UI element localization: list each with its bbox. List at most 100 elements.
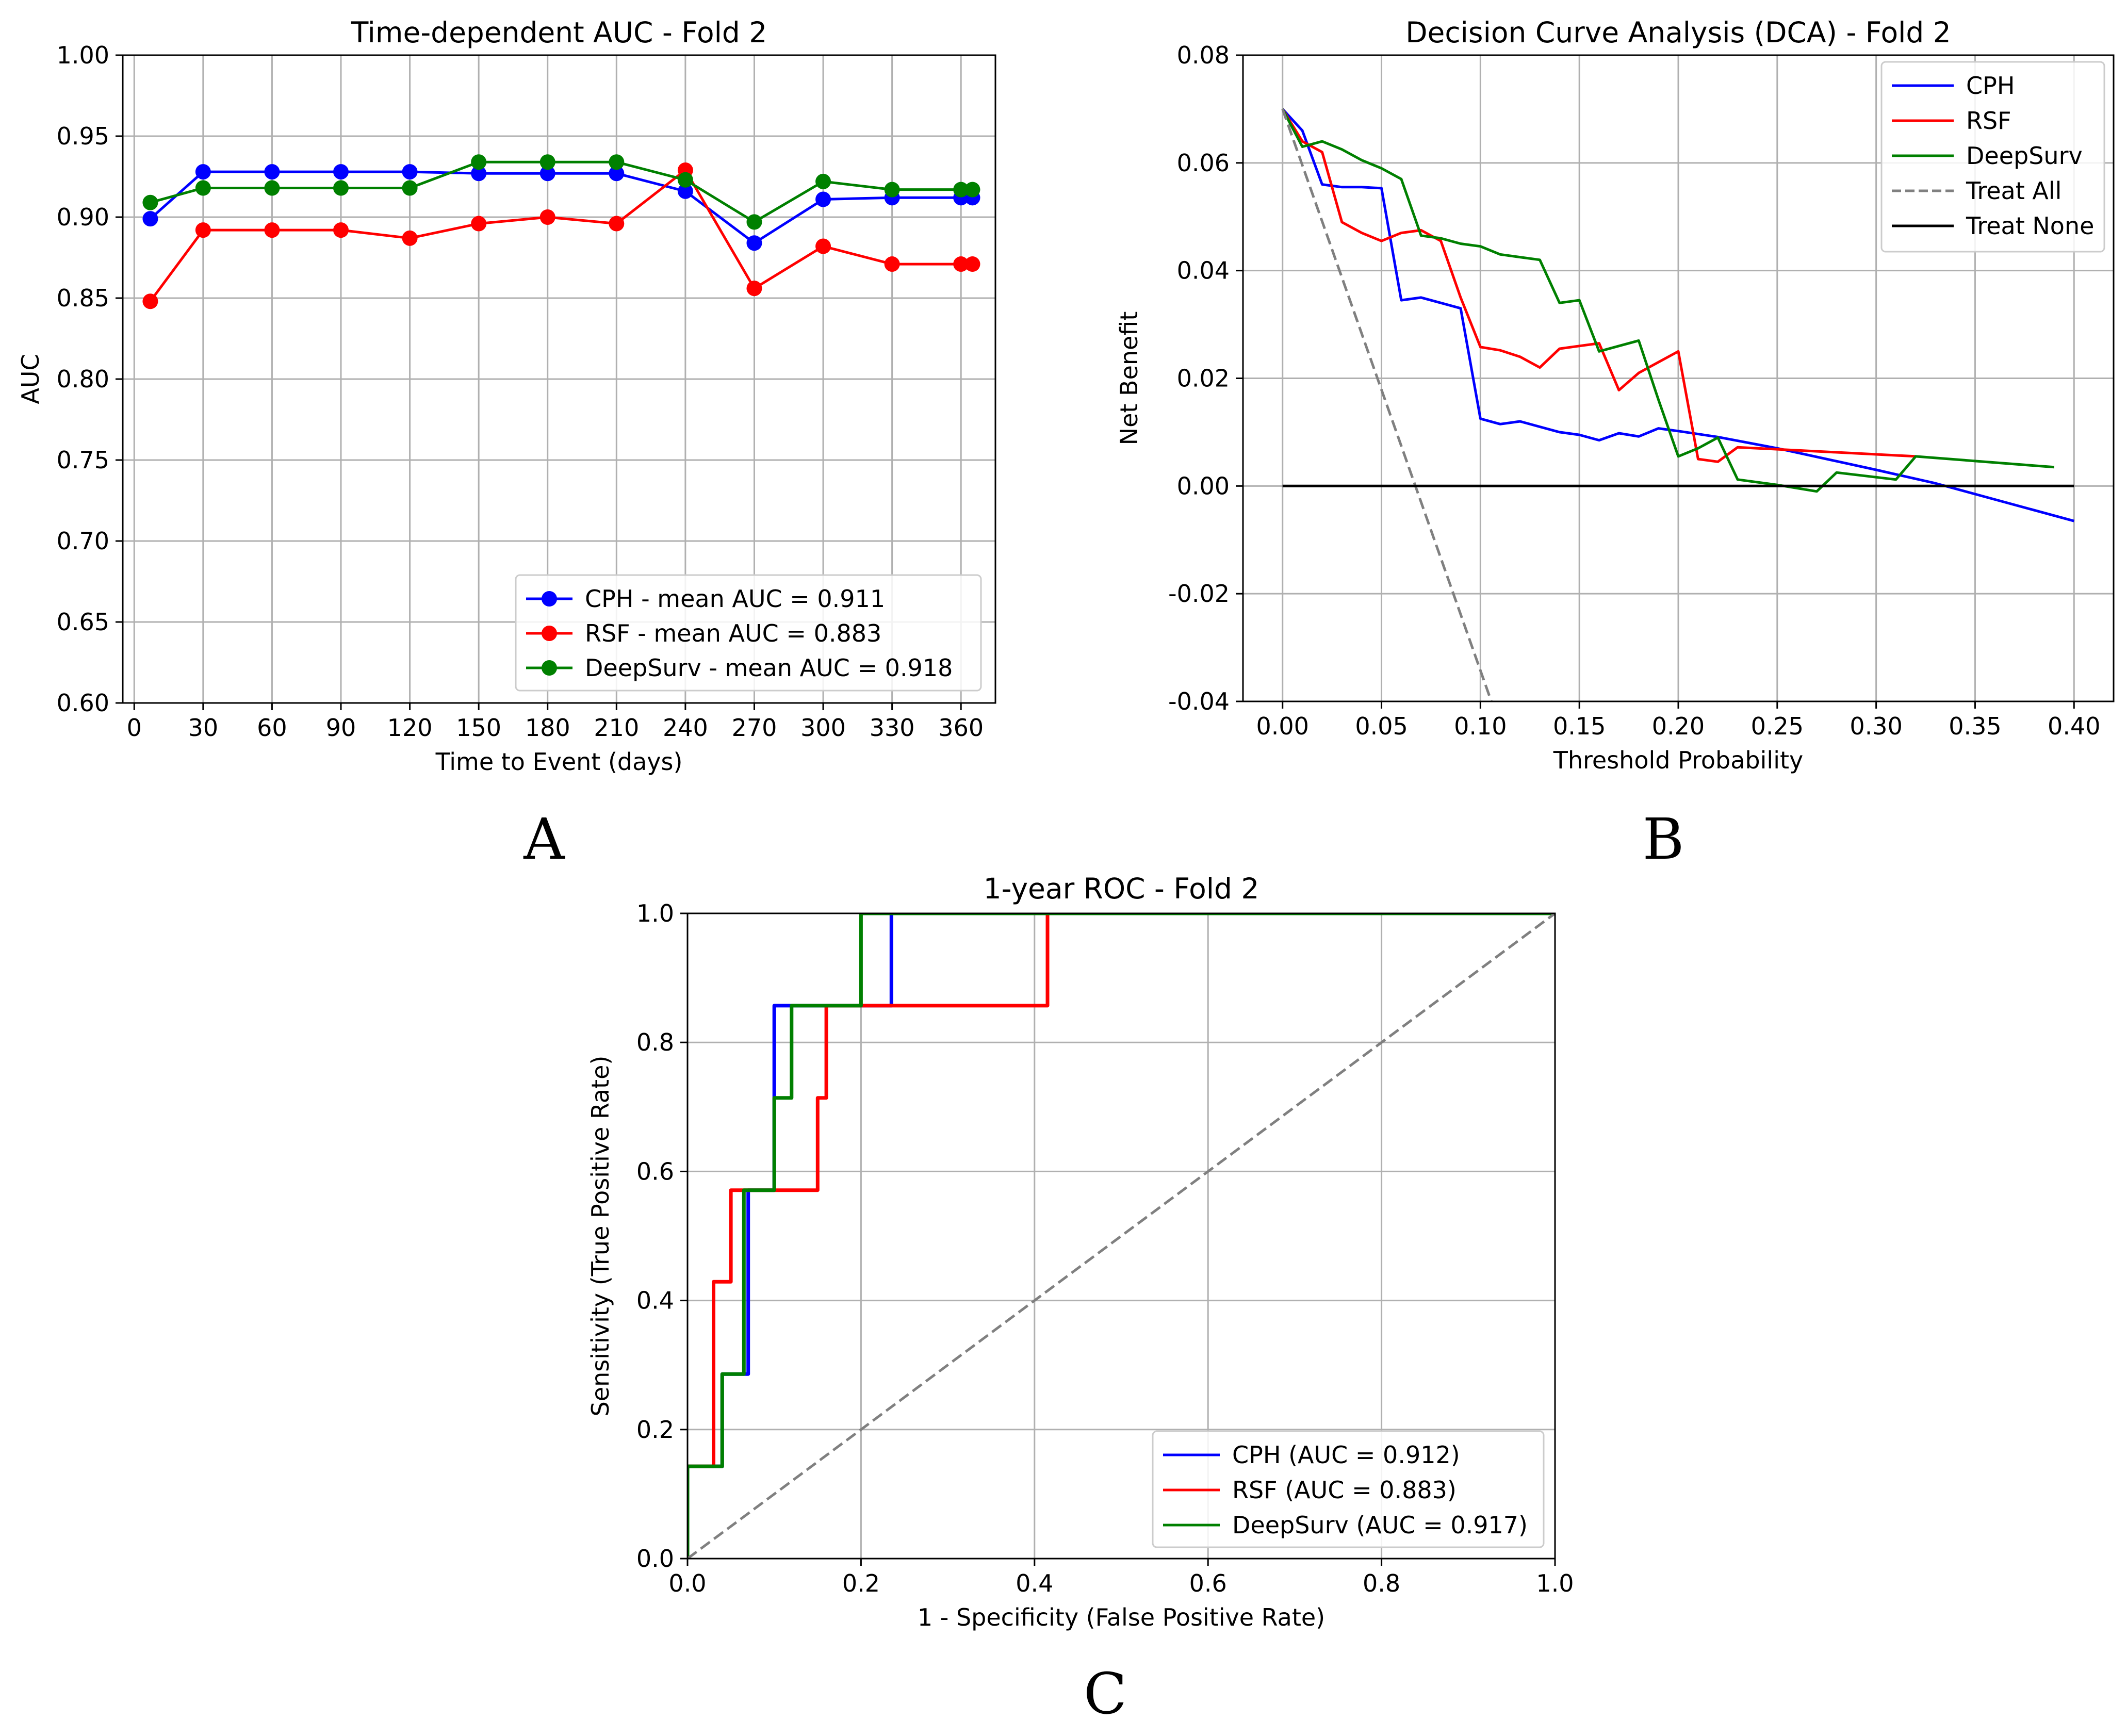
data-point-deepsurv — [471, 154, 487, 170]
data-point-deepsurv — [539, 154, 555, 170]
x-tick-label: 0.15 — [1553, 712, 1606, 740]
data-point-rsf — [964, 256, 980, 272]
x-tick-label: 0.35 — [1949, 712, 2001, 740]
data-point-cph — [333, 164, 349, 180]
x-tick-label: 0.20 — [1652, 712, 1705, 740]
data-point-rsf — [746, 281, 762, 297]
x-axis-label: 1 - Specificity (False Positive Rate) — [918, 1603, 1325, 1631]
data-point-deepsurv — [333, 180, 349, 196]
legend-box — [515, 574, 982, 692]
y-tick-label: 1.0 — [636, 899, 674, 927]
x-tick-label: 210 — [594, 714, 639, 742]
data-point-cph — [471, 166, 487, 182]
x-axis-label: Time to Event (days) — [435, 748, 683, 776]
y-tick-label: 0.0 — [636, 1545, 674, 1573]
data-point-cph — [264, 164, 280, 180]
legend-box — [1880, 61, 2105, 253]
panel-b: 0.00 0.05 0.10 0.15 0.20 0.25 0.30 0.35 0.40 -0.0… — [1115, 16, 2115, 872]
data-point-cph — [609, 166, 625, 182]
data-point-deepsurv — [402, 180, 418, 196]
legend-label: DeepSurv (AUC = 0.917) — [1232, 1511, 1528, 1539]
data-point-deepsurv — [746, 214, 762, 230]
legend-label: Treat None — [1966, 212, 2094, 240]
series-line-treat_all — [1281, 108, 1493, 701]
x-tick-label: 360 — [938, 714, 984, 742]
x-tick-label: 0.8 — [1363, 1569, 1400, 1597]
x-tick-label: 1.0 — [1536, 1569, 1574, 1597]
y-tick-label: 0.00 — [1177, 472, 1230, 500]
x-tick-label: 90 — [326, 714, 356, 742]
series-line-cph — [1281, 108, 2074, 522]
legend-label: CPH — [1966, 72, 2015, 100]
data-point-deepsurv — [815, 173, 831, 189]
data-point-deepsurv — [142, 194, 158, 210]
panel-letter: B — [1643, 806, 1684, 872]
panel-c: 0.0 0.2 0.4 0.6 0.8 1.0 0.0 0.2 0.4 0.6 0.8 1.0 1-ye… — [586, 872, 1574, 1727]
data-point-rsf — [539, 209, 555, 225]
data-point-cph — [195, 164, 211, 180]
data-point-deepsurv — [953, 182, 969, 198]
y-tick-label: -0.04 — [1168, 687, 1230, 715]
legend-label: DeepSurv — [1966, 142, 2083, 170]
legend-marker — [542, 626, 557, 641]
y-tick-label: 0.4 — [636, 1287, 674, 1315]
x-tick-label: 0.40 — [2048, 712, 2100, 740]
data-point-cph — [142, 211, 158, 227]
data-point-cph — [746, 235, 762, 251]
y-tick-label: 0.90 — [57, 203, 109, 231]
data-point-rsf — [609, 216, 625, 232]
plot-frame — [122, 54, 996, 704]
y-tick-label: 0.08 — [1177, 41, 1230, 69]
series-line-deepsurv — [150, 160, 973, 223]
data-point-rsf — [333, 222, 349, 238]
x-tick-label: 240 — [663, 714, 708, 742]
series-group — [149, 160, 973, 302]
series-group — [1281, 108, 2074, 701]
y-tick-label: 0.85 — [57, 284, 109, 312]
x-tick-label: 300 — [800, 714, 846, 742]
data-point-deepsurv — [677, 172, 693, 188]
x-tick-label: 0.2 — [842, 1569, 880, 1597]
x-tick-label: 0.10 — [1454, 712, 1507, 740]
panel-letter: A — [523, 806, 565, 872]
legend-label: DeepSurv - mean AUC = 0.918 — [585, 654, 953, 682]
legend: CPH (AUC = 0.912) RSF (AUC = 0.883) DeepSu… — [1152, 1430, 1545, 1548]
x-tick-label: 0.6 — [1189, 1569, 1227, 1597]
series-group — [688, 913, 1555, 1559]
legend-label: Treat All — [1966, 177, 2061, 205]
data-point-cph — [402, 164, 418, 180]
plot-frame — [686, 912, 1556, 1560]
x-tick-label: 30 — [188, 714, 219, 742]
legend: CPH RSF DeepSurv Treat All Treat None — [1880, 61, 2105, 253]
x-tick-label: 330 — [870, 714, 915, 742]
data-point-deepsurv — [964, 182, 980, 198]
y-tick-label: 0.80 — [57, 365, 109, 393]
y-tick-label: 1.00 — [57, 41, 109, 69]
y-tick-label: 0.02 — [1177, 365, 1230, 392]
chart-title: Decision Curve Analysis (DCA) - Fold 2 — [1405, 16, 1951, 49]
y-axis-label: Net Benefit — [1115, 312, 1143, 446]
x-tick-label: 0.4 — [1016, 1569, 1053, 1597]
series-line-treat_all — [688, 913, 1555, 1559]
y-tick-label: 0.60 — [57, 689, 109, 717]
x-axis-label: Threshold Probability — [1553, 746, 1803, 774]
y-tick-label: 0.8 — [636, 1028, 674, 1056]
x-tick-label: 150 — [456, 714, 501, 742]
data-point-deepsurv — [195, 180, 211, 196]
x-tick-label: 270 — [732, 714, 777, 742]
series-line-rsf — [1281, 108, 1916, 463]
x-tick-label: 0.0 — [668, 1569, 706, 1597]
data-point-rsf — [402, 230, 418, 246]
y-tick-label: 0.6 — [636, 1157, 674, 1185]
data-point-cph — [539, 166, 555, 182]
x-tick-label: 0.00 — [1256, 712, 1309, 740]
y-tick-label: 0.75 — [57, 446, 109, 474]
y-tick-label: 0.2 — [636, 1416, 674, 1444]
data-point-rsf — [195, 222, 211, 238]
data-point-rsf — [953, 256, 969, 272]
data-point-cph — [677, 183, 693, 199]
x-tick-label: 180 — [525, 714, 570, 742]
panel-letter: C — [1084, 1661, 1127, 1727]
